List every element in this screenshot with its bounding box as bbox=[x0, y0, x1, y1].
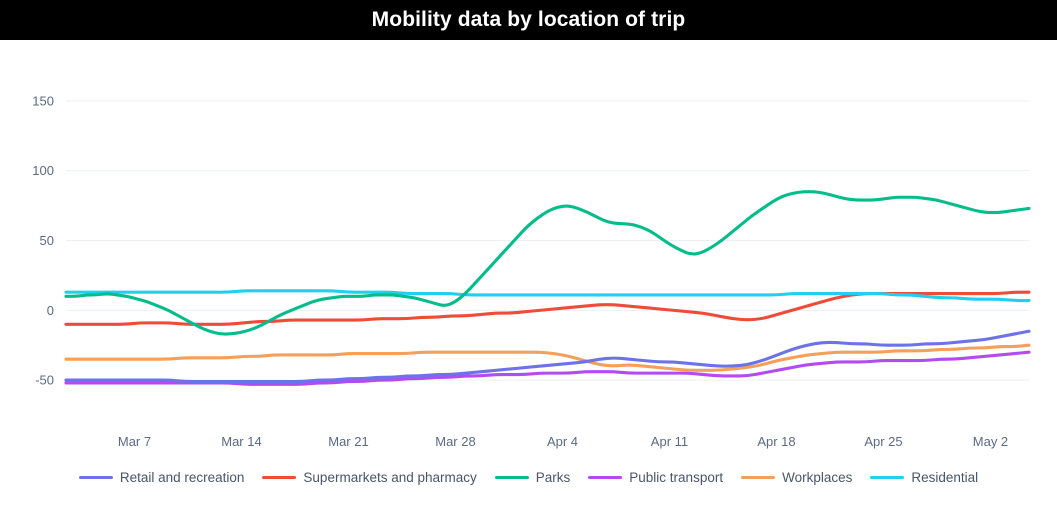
x-axis-ticks: Mar 7 Mar 14 Mar 21 Mar 28 Apr 4 Apr 11 Apr 18… bbox=[118, 434, 1008, 449]
x-axis-tick-label: Apr 4 bbox=[547, 434, 578, 449]
legend-item-residential[interactable]: Residential bbox=[870, 470, 978, 485]
line-chart-svg: 150 100 50 0 -50 Mar 7 Mar 14 Mar 21 Mar 28 Apr 4… bbox=[32, 93, 1031, 449]
legend-item-label: Workplaces bbox=[782, 469, 853, 485]
legend-item-supermarkets-and-pharmacy[interactable]: Supermarkets and pharmacy bbox=[262, 469, 477, 485]
legend-item-parks[interactable]: Parks bbox=[494, 469, 571, 485]
legend-item-label: Supermarkets and pharmacy bbox=[303, 469, 477, 485]
legend-swatch-icon bbox=[262, 475, 297, 479]
y-axis-tick-label: 0 bbox=[47, 303, 54, 318]
series-line-workplaces[interactable] bbox=[64, 343, 1031, 372]
series-line-retail-and-recreation[interactable] bbox=[64, 329, 1031, 384]
y-axis-tick-label: 100 bbox=[32, 163, 54, 178]
x-axis-tick-label: Apr 25 bbox=[864, 434, 902, 449]
y-axis-tick-label: 150 bbox=[32, 93, 54, 108]
legend-swatch-icon bbox=[494, 475, 529, 479]
chart-container: 150 100 50 0 -50 Mar 7 Mar 14 Mar 21 Mar 28 Apr 4… bbox=[0, 40, 1057, 507]
page-title: Mobility data by location of trip bbox=[371, 8, 686, 31]
legend-swatch-icon bbox=[870, 475, 905, 479]
chart-header-bar: Mobility data by location of trip bbox=[0, 0, 1057, 40]
x-axis-tick-label: Mar 28 bbox=[435, 434, 475, 449]
legend-item-retail-and-recreation[interactable]: Retail and recreation bbox=[78, 469, 245, 485]
legend-item-label: Public transport bbox=[629, 469, 724, 485]
legend-item-public-transport[interactable]: Public transport bbox=[588, 470, 723, 485]
legend-swatch-icon bbox=[78, 475, 113, 479]
y-axis-tick-label: 50 bbox=[40, 233, 54, 248]
series-line-supermarkets-and-pharmacy[interactable] bbox=[64, 290, 1031, 326]
legend-item-label: Retail and recreation bbox=[119, 469, 245, 485]
series-line-residential[interactable] bbox=[64, 289, 1031, 303]
x-axis-tick-label: May 2 bbox=[973, 434, 1008, 449]
x-axis-tick-label: Mar 7 bbox=[118, 434, 151, 449]
x-axis-tick-label: Mar 21 bbox=[328, 434, 368, 449]
x-axis-tick-label: Apr 18 bbox=[757, 434, 795, 449]
chart-legend: Retail and recreation Supermarkets and ph… bbox=[0, 460, 1057, 494]
y-axis-tick-label: -50 bbox=[35, 373, 54, 388]
x-axis-tick-label: Apr 11 bbox=[651, 434, 688, 449]
legend-swatch-icon bbox=[588, 475, 623, 479]
series-line-public-transport[interactable] bbox=[64, 350, 1031, 386]
series-line-parks[interactable] bbox=[64, 190, 1031, 336]
series-group bbox=[64, 190, 1031, 386]
x-axis-tick-label: Mar 14 bbox=[221, 434, 261, 449]
legend-item-label: Parks bbox=[535, 469, 571, 485]
legend-item-workplaces[interactable]: Workplaces bbox=[741, 470, 852, 485]
legend-swatch-icon bbox=[741, 475, 776, 479]
legend-item-label: Residential bbox=[911, 469, 979, 485]
